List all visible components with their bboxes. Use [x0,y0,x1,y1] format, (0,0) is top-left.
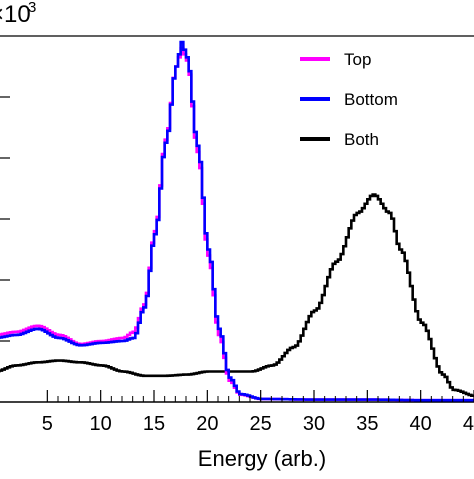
series-lines [0,40,474,402]
series-line-bottom [0,40,474,402]
x-tick-label: 5 [42,413,53,435]
x-tick-label: 40 [410,413,432,435]
series-line-both [0,193,474,397]
x-tick-label: 15 [143,413,165,435]
ticks: 5 10 15 20 25 30 35 40 45 [0,96,474,435]
series-line-top [0,46,474,402]
y-multiplier-exponent: 3 [28,0,36,16]
x-tick-label: 10 [90,413,112,435]
y-multiplier-label: ×10 [0,1,31,28]
legend: Top Bottom Both [300,50,398,149]
x-axis-title: Energy (arb.) [198,446,326,471]
legend-label-both: Both [344,130,379,149]
legend-label-top: Top [344,50,371,69]
x-tick-label: 35 [356,413,378,435]
x-tick-label: 25 [250,413,272,435]
x-tick-label: 20 [196,413,218,435]
x-tick-label: 30 [303,413,325,435]
legend-label-bottom: Bottom [344,90,398,109]
axes [0,35,474,403]
x-tick-label: 45 [463,413,474,435]
